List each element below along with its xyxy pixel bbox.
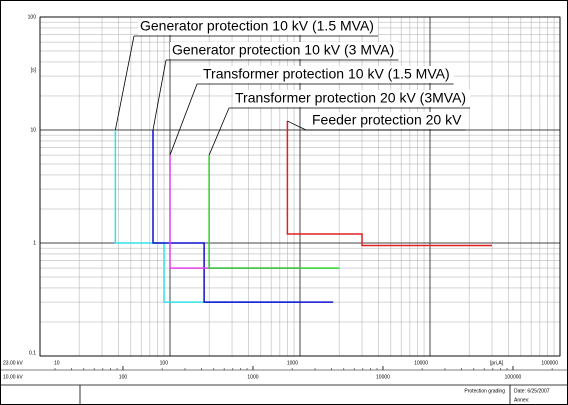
leader [169, 83, 198, 156]
series-label: Generator protection 10 kV (3 MVA) [172, 42, 394, 58]
curve [152, 130, 334, 303]
y-tick-label: 100 [28, 14, 37, 20]
x-tick-label: 10 [54, 360, 60, 366]
leader [152, 59, 167, 131]
leader [208, 107, 230, 156]
curve [169, 155, 300, 269]
x2-tick-label: 10000 [376, 374, 390, 380]
label-bg [170, 42, 399, 59]
footer-title: Protection grading [464, 388, 505, 394]
footer-date: Date: 6/25/2007 [514, 388, 550, 394]
x-axis-label: [pri,A] [490, 360, 504, 366]
curve [208, 155, 340, 269]
x-tick-label: 100000 [541, 360, 558, 366]
label-bg [138, 18, 378, 35]
x2-tick-label: 100 [119, 374, 128, 380]
series-label: Feeder protection 20 kV [312, 112, 462, 128]
x-voltage: 23.00 kV [3, 360, 23, 366]
y-tick-label: 1 [33, 240, 36, 246]
label-bg [233, 90, 471, 107]
x2-voltage: 10.00 kV [3, 374, 23, 380]
leader [287, 120, 307, 131]
x-tick-label: 10000 [414, 360, 428, 366]
curve [114, 130, 300, 303]
x-tick-label: 1000 [287, 360, 298, 366]
y-tick-label: 10 [30, 127, 36, 133]
curve [286, 121, 493, 247]
y-tick-label: 0.1 [29, 350, 36, 356]
series-label: Transformer protection 10 kV (1.5 MVA) [203, 66, 450, 82]
x2-tick-label: 1000 [247, 374, 258, 380]
y-axis-label: [s] [31, 67, 37, 73]
x2-tick-label: 100000 [505, 374, 522, 380]
label-bg [201, 66, 454, 83]
plot-frame [39, 16, 561, 357]
leader [114, 35, 135, 131]
series-label: Transformer protection 20 kV (3MVA) [235, 90, 466, 106]
footer-annex: Annex: [514, 397, 530, 403]
label-bg [310, 112, 466, 129]
series-label: Generator protection 10 kV (1.5 MVA) [140, 18, 374, 34]
x-tick-label: 100 [160, 360, 169, 366]
